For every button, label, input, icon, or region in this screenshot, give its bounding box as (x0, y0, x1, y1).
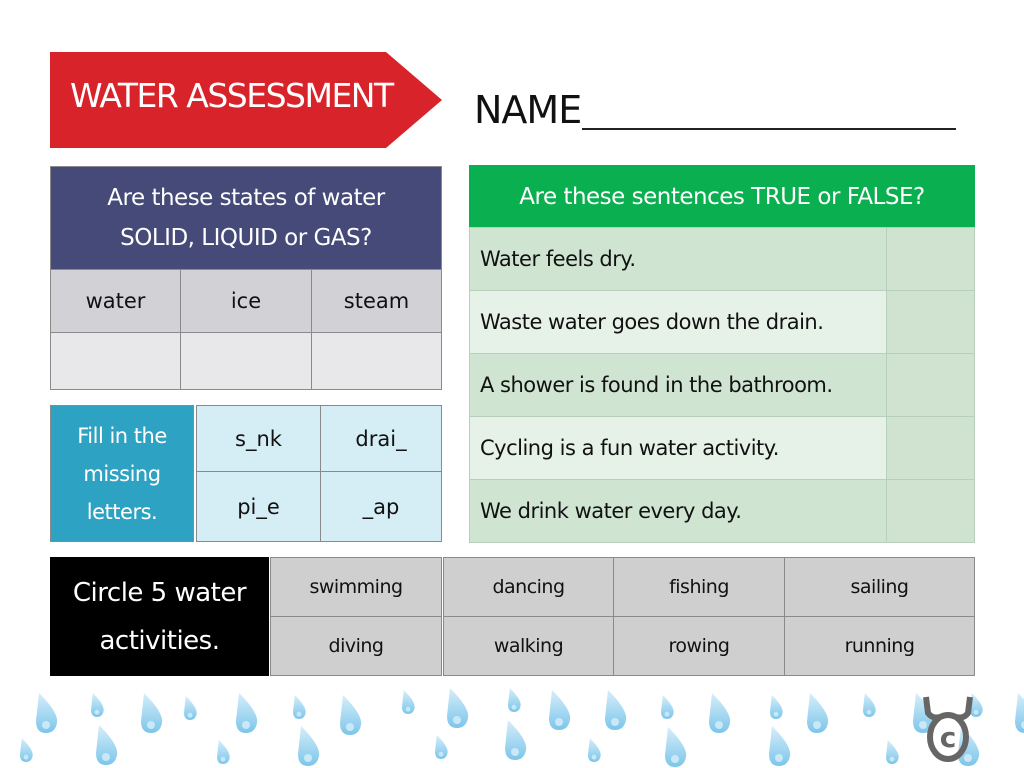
water-drop-icon (913, 693, 935, 733)
activity-word[interactable]: sailing (784, 557, 975, 617)
state-item: steam (311, 269, 442, 333)
tf-sentence: Waste water goes down the drain. (469, 290, 887, 354)
water-drop-icon (661, 695, 675, 719)
water-drop-icon (401, 690, 415, 714)
activity-word[interactable]: walking (443, 616, 614, 676)
water-drop-icon (768, 726, 791, 766)
water-drop-icon (184, 696, 197, 720)
missing-instruction-line: missing (83, 461, 161, 486)
water-drop-icon (1015, 693, 1024, 733)
states-question: Are these states of water SOLID, LIQUID … (50, 166, 442, 270)
state-item: ice (180, 269, 312, 333)
activity-word[interactable]: dancing (443, 557, 614, 617)
state-answer[interactable] (311, 332, 442, 390)
water-drop-icon (340, 695, 362, 735)
activity-word[interactable]: fishing (613, 557, 785, 617)
water-drop-icon (770, 695, 783, 719)
water-drop-icon (236, 693, 258, 733)
water-drop-icon (447, 688, 469, 728)
missing-instruction-line: Fill in the (77, 423, 167, 448)
state-answer[interactable] (180, 332, 312, 390)
missing-instruction: Fill in the missing letters. (50, 405, 194, 542)
name-field[interactable] (582, 128, 956, 130)
tf-sentence: A shower is found in the bathroom. (469, 353, 887, 417)
water-drop-icon (588, 738, 601, 762)
water-drop-icon (806, 693, 828, 733)
activities-instruction-line: Circle 5 water (72, 577, 247, 608)
water-drop-icon (90, 693, 104, 717)
tf-answer-box[interactable] (886, 416, 975, 480)
state-answer[interactable] (50, 332, 181, 390)
tf-question: Are these sentences TRUE or FALSE? (469, 165, 975, 228)
tf-sentence: Cycling is a fun water activity. (469, 416, 887, 480)
page-title: WATER ASSESSMENT (70, 76, 394, 115)
tf-sentence: Water feels dry. (469, 227, 887, 291)
missing-word[interactable]: drai_ (320, 405, 442, 472)
water-drop-icon (140, 693, 162, 733)
water-drop-icon (549, 690, 571, 730)
tf-sentence: We drink water every day. (469, 479, 887, 543)
svg-text:c: c (940, 721, 957, 754)
title-banner (50, 52, 442, 148)
missing-word[interactable]: pi_e (196, 471, 321, 542)
water-drop-icon (664, 727, 686, 767)
water-drop-icon (36, 693, 58, 733)
water-drop-icon (969, 693, 983, 717)
tf-answer-box[interactable] (886, 227, 975, 291)
water-drop-icon (298, 726, 320, 766)
tf-answer-box[interactable] (886, 290, 975, 354)
water-drop-icon (708, 693, 731, 733)
tf-answer-box[interactable] (886, 353, 975, 417)
states-question-line1: Are these states of water (107, 185, 385, 211)
activity-word[interactable]: swimming (270, 557, 442, 617)
name-label: NAME (474, 88, 582, 132)
activities-instruction: Circle 5 water activities. (50, 557, 269, 676)
state-item: water (50, 269, 181, 333)
water-drop-icon (957, 726, 979, 766)
water-drop-icon (508, 688, 521, 712)
water-drop-icon (604, 690, 626, 730)
water-drop-icon (217, 740, 231, 764)
water-drop-icon (96, 725, 118, 765)
missing-word[interactable]: _ap (320, 471, 442, 542)
water-drop-icon (863, 693, 877, 717)
moose-copyright-icon: c (923, 696, 973, 762)
activities-instruction-line: activities. (99, 625, 220, 656)
missing-word[interactable]: s_nk (196, 405, 321, 472)
water-drop-icon (885, 740, 899, 764)
tf-answer-box[interactable] (886, 479, 975, 543)
water-drop-icon (434, 735, 448, 759)
states-question-line2: SOLID, LIQUID or GAS? (120, 225, 372, 251)
missing-instruction-line: letters. (86, 499, 158, 524)
water-drop-icon (504, 720, 526, 760)
activity-word[interactable]: diving (270, 616, 442, 676)
activity-word[interactable]: running (784, 616, 975, 676)
activity-word[interactable]: rowing (613, 616, 785, 676)
water-drop-icon (19, 738, 33, 762)
water-drop-icon (292, 695, 306, 719)
